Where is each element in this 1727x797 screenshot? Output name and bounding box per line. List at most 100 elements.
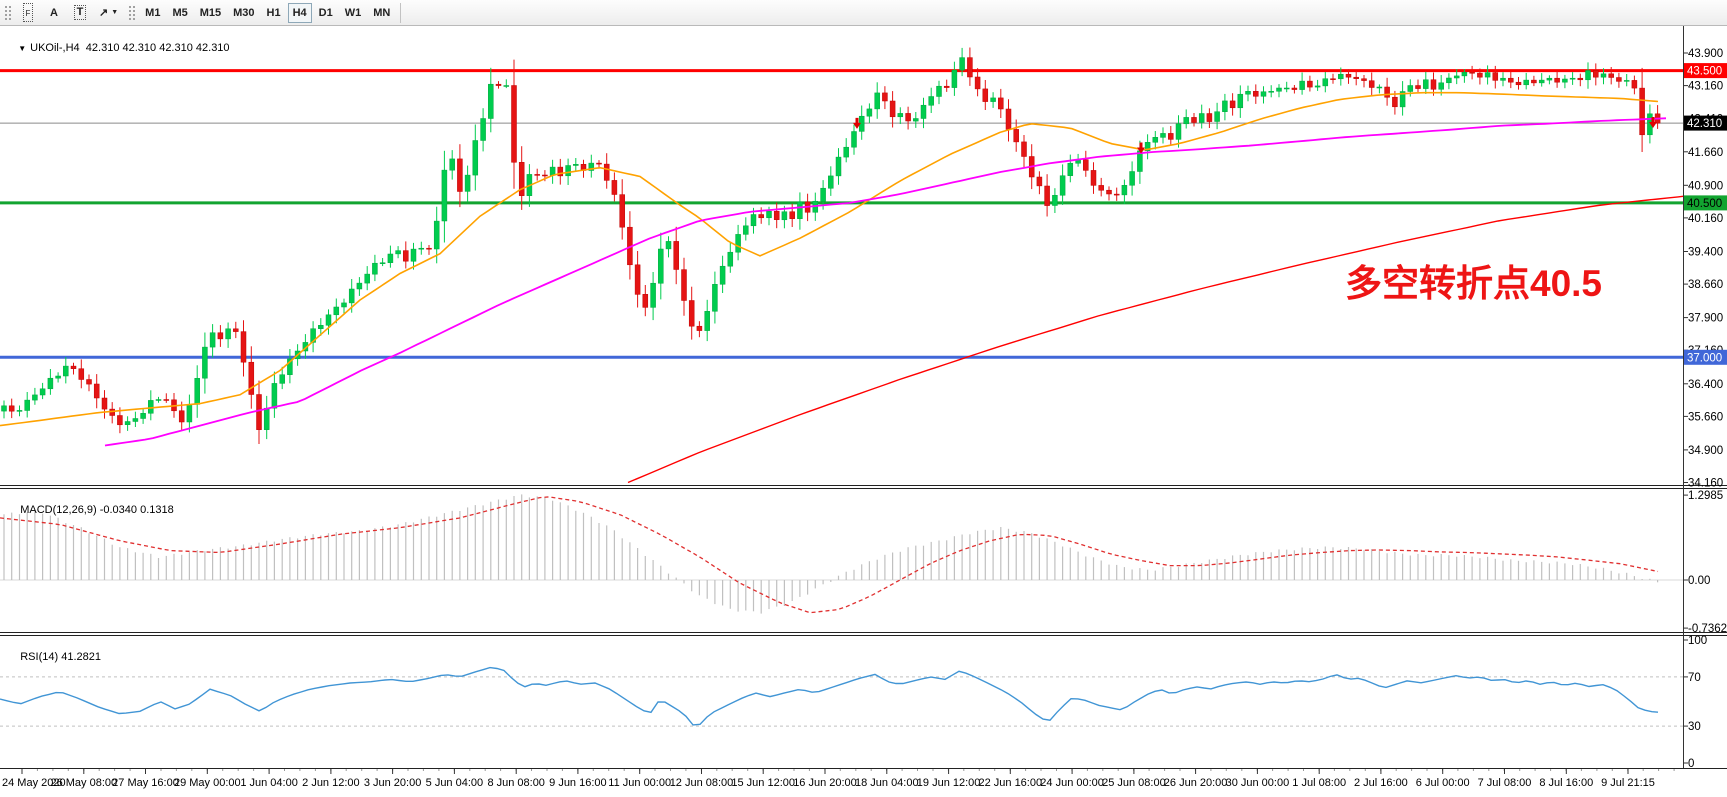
svg-text:30 Jun 00:00: 30 Jun 00:00 [1226,777,1290,789]
svg-text:5 Jun 04:00: 5 Jun 04:00 [426,777,484,789]
text-box-glyph: T [76,6,84,18]
macd-histogram [3,494,1659,614]
svg-text:24 May 2020: 24 May 2020 [2,777,66,789]
ma-fast-line [0,91,1659,427]
svg-text:43.160: 43.160 [1688,81,1723,93]
svg-text:40.900: 40.900 [1688,180,1723,192]
svg-text:9 Jun 16:00: 9 Jun 16:00 [549,777,607,789]
hline-price-label: 40.500 [1684,195,1727,211]
svg-text:11 Jun 00:00: 11 Jun 00:00 [608,777,671,789]
svg-text:8 Jun 08:00: 8 Jun 08:00 [487,777,545,789]
macd-name: MACD(12,26,9) [20,504,97,516]
top-toolbar: F A T ↗ ▼ M1 M5 M15 M30 H1 H4 D1 W1 MN [0,0,1727,26]
annotation-text: 多空转折点40.5 [1345,263,1602,304]
symbol-title: ▼ UKOil-,H4 42.310 42.310 42.310 42.310 [6,30,230,66]
tf-button-W1[interactable]: W1 [340,3,367,23]
svg-text:43.500: 43.500 [1687,66,1722,78]
chevron-down-icon[interactable]: ▼ [111,9,119,16]
arrange-arrows-icon[interactable]: ↗ ▼ [94,3,123,23]
svg-text:40.160: 40.160 [1688,213,1723,225]
arrange-arrows-glyph: ↗ [99,7,109,19]
rsi-line [0,666,1659,726]
indicator-window-label: F [25,9,31,19]
ma-slow-line [627,195,1684,484]
svg-text:25 Jun 08:00: 25 Jun 08:00 [1102,777,1166,789]
rsi-name: RSI(14) [20,651,59,663]
rsi-value: 41.2821 [61,651,101,663]
svg-text:22 Jun 16:00: 22 Jun 16:00 [978,777,1042,789]
svg-text:29 May 00:00: 29 May 00:00 [174,777,241,789]
symbol-quotes: 42.310 42.310 42.310 42.310 [85,42,230,54]
svg-text:19 Jun 12:00: 19 Jun 12:00 [917,777,981,789]
indicator-window-icon[interactable]: F [16,3,40,23]
macd-signal-line [0,496,1659,614]
svg-text:7 Jul 08:00: 7 Jul 08:00 [1478,777,1532,789]
candles-layer [1,47,1661,444]
svg-text:0.00: 0.00 [1688,575,1710,587]
tf-button-MN[interactable]: MN [368,3,395,23]
svg-text:38.660: 38.660 [1688,279,1723,291]
text-label-glyph: A [50,6,58,19]
tf-button-M30[interactable]: M30 [228,3,259,23]
toolbar-separator [400,2,402,23]
symbol-dropdown-icon[interactable]: ▼ [18,44,27,53]
hline-price-label: 37.000 [1684,349,1727,365]
svg-text:0: 0 [1688,758,1694,770]
svg-text:43.900: 43.900 [1688,48,1723,60]
svg-text:1 Jun 04:00: 1 Jun 04:00 [240,777,298,789]
tf-button-M15[interactable]: M15 [195,3,226,23]
tf-button-H1[interactable]: H1 [262,3,286,23]
svg-text:6 Jul 00:00: 6 Jul 00:00 [1416,777,1470,789]
svg-text:24 Jun 00:00: 24 Jun 00:00 [1040,777,1104,789]
tf-button-M1[interactable]: M1 [140,3,165,23]
tf-button-H4[interactable]: H4 [287,2,312,23]
svg-text:70: 70 [1688,672,1701,684]
svg-text:100: 100 [1688,635,1707,647]
svg-text:1.2985: 1.2985 [1688,490,1723,502]
toolbar-grip[interactable] [3,3,12,22]
svg-text:39.400: 39.400 [1688,247,1723,259]
svg-text:1 Jul 08:00: 1 Jul 08:00 [1292,777,1346,789]
svg-text:15 Jun 12:00: 15 Jun 12:00 [731,777,795,789]
svg-text:-0.7362: -0.7362 [1688,623,1727,635]
chart-canvas[interactable]: 多空转折点40.543.90043.16042.41041.66040.9004… [0,26,1727,792]
svg-text:34.160: 34.160 [1688,478,1723,490]
svg-text:37.000: 37.000 [1687,352,1722,364]
current-price-label: 42.310 [1684,115,1727,131]
hline-price-label: 43.500 [1684,63,1727,79]
sell-arrow-markers [853,116,1657,154]
svg-text:34.900: 34.900 [1688,445,1723,457]
tf-button-M5[interactable]: M5 [167,3,192,23]
svg-text:37.900: 37.900 [1688,313,1723,325]
svg-text:12 Jun 08:00: 12 Jun 08:00 [670,777,734,789]
svg-text:8 Jul 16:00: 8 Jul 16:00 [1539,777,1593,789]
svg-text:30: 30 [1688,721,1701,733]
chart-window[interactable]: ▼ UKOil-,H4 42.310 42.310 42.310 42.310 M… [0,26,1727,792]
svg-text:26 Jun 20:00: 26 Jun 20:00 [1164,777,1228,789]
timeframe-button-group: M1 M5 M15 M30 H1 H4 D1 W1 MN [139,2,396,23]
macd-indicator-label: MACD(12,26,9) -0.0340 0.1318 [8,492,174,528]
symbol-period: UKOil-,H4 [30,42,80,54]
price-axis: 43.90043.16042.41041.66040.90040.16039.4… [1683,48,1723,490]
svg-text:41.660: 41.660 [1688,147,1723,159]
macd-values: -0.0340 0.1318 [99,504,174,516]
svg-text:3 Jun 20:00: 3 Jun 20:00 [364,777,422,789]
tf-button-D1[interactable]: D1 [314,3,338,23]
svg-text:16 Jun 20:00: 16 Jun 20:00 [793,777,857,789]
text-box-icon[interactable]: T [68,3,92,23]
svg-text:2 Jun 12:00: 2 Jun 12:00 [302,777,360,789]
svg-text:2 Jul 16:00: 2 Jul 16:00 [1354,777,1408,789]
svg-text:26 May 08:00: 26 May 08:00 [50,777,117,789]
ma-mid-line [104,117,1666,447]
svg-text:40.500: 40.500 [1687,198,1722,210]
svg-text:35.660: 35.660 [1688,411,1723,423]
svg-text:42.310: 42.310 [1687,118,1722,130]
toolbar-grip-2[interactable] [127,3,137,22]
svg-text:18 Jun 04:00: 18 Jun 04:00 [855,777,919,789]
text-label-icon[interactable]: A [42,3,66,23]
svg-text:9 Jul 21:15: 9 Jul 21:15 [1601,777,1655,789]
svg-text:27 May 16:00: 27 May 16:00 [112,777,179,789]
rsi-indicator-label: RSI(14) 41.2821 [8,639,101,675]
